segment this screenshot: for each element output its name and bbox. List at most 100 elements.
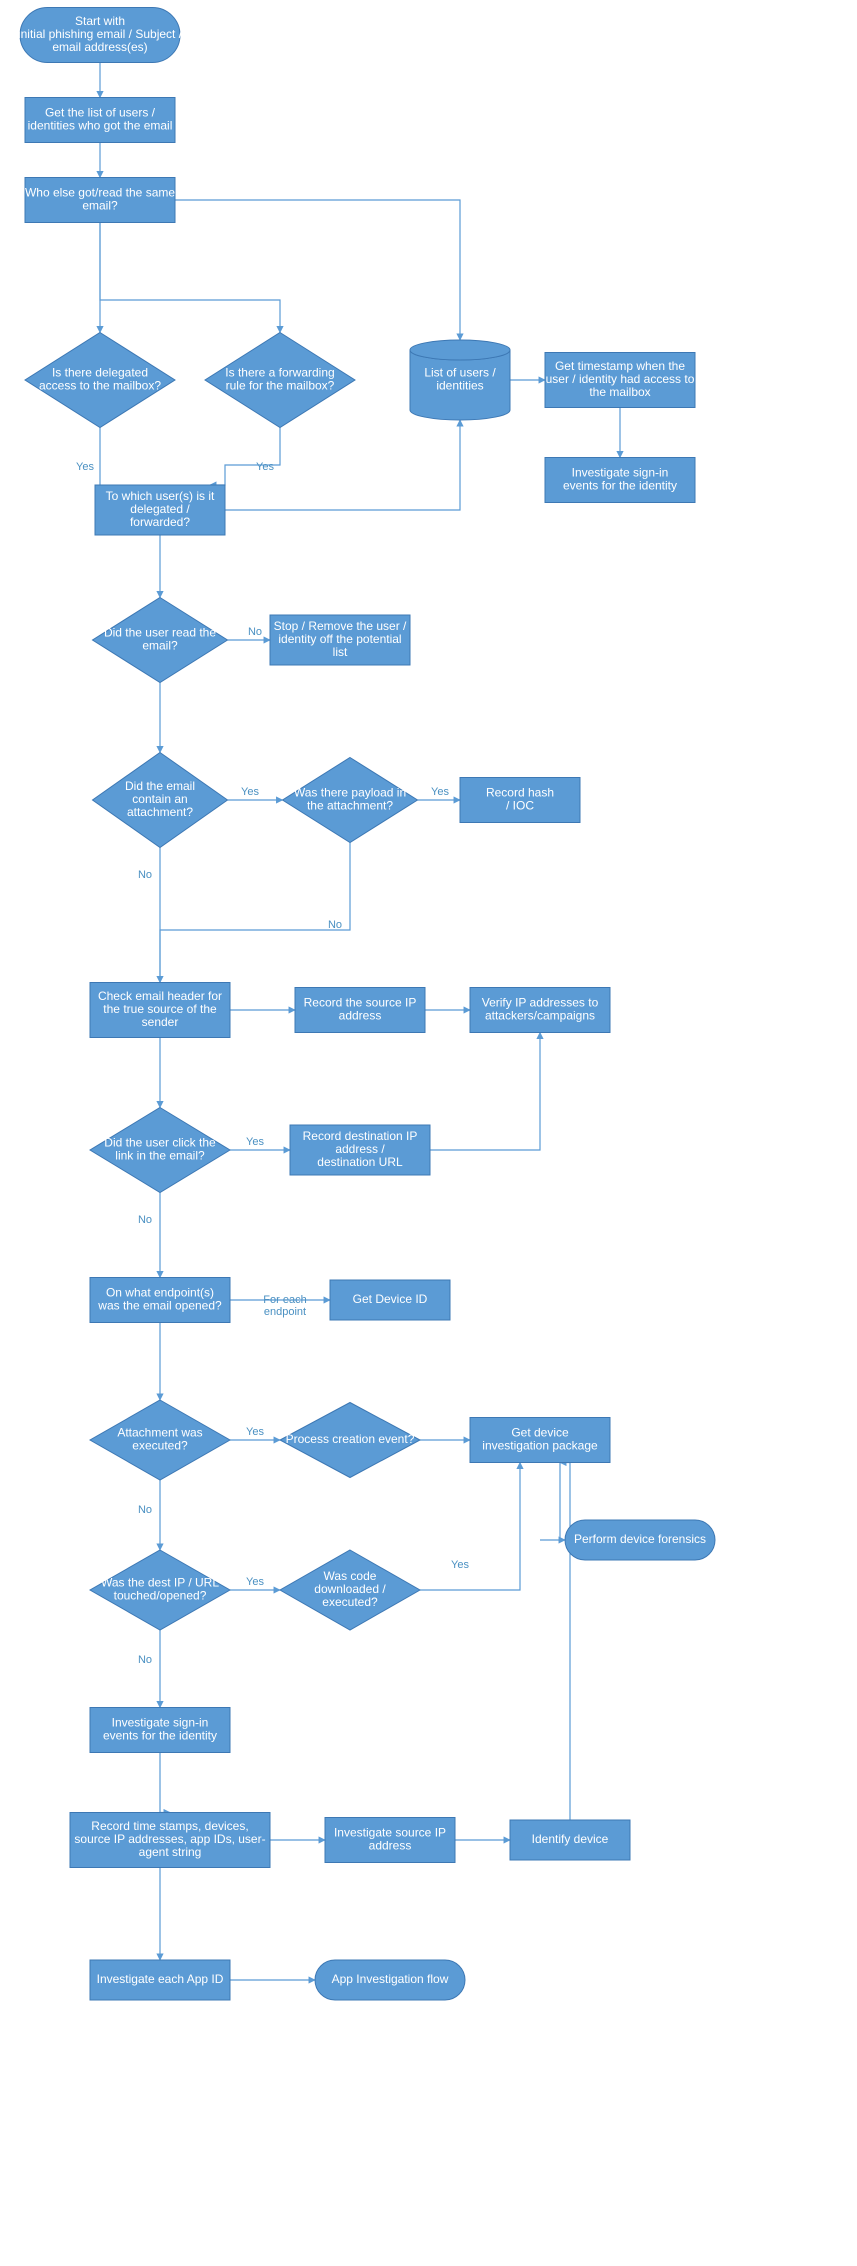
node-label-record_ts: agent string bbox=[139, 1845, 202, 1859]
flowchart-canvas: YesYesNoYesYesNoNoYesNoFor eachendpointY… bbox=[0, 0, 857, 2266]
node-label-stop_remove: identity off the potential bbox=[278, 632, 401, 646]
node-check_header: Check email header forthe true source of… bbox=[90, 983, 230, 1038]
node-db: List of users /identities bbox=[410, 340, 510, 420]
node-label-did_read: email? bbox=[142, 639, 178, 653]
node-label-endpoint: On what endpoint(s) bbox=[106, 1286, 214, 1300]
node-label-signin2: Investigate sign-in bbox=[112, 1716, 209, 1730]
node-label-dev_pkg: investigation package bbox=[482, 1439, 598, 1453]
node-label-code_dl: executed? bbox=[322, 1595, 378, 1609]
edge-label-dest_touched-code_dl: Yes bbox=[246, 1576, 264, 1588]
node-label-record_ts: source IP addresses, app IDs, user- bbox=[74, 1832, 265, 1846]
node-label-verify_ip: attackers/campaigns bbox=[485, 1009, 595, 1023]
edge-payload-check_header bbox=[160, 843, 350, 983]
edge-identify_dev-dev_pkg bbox=[560, 1463, 570, 1821]
node-signin1: Investigate sign-inevents for the identi… bbox=[545, 458, 695, 503]
node-inv_src_ip: Investigate source IPaddress bbox=[325, 1818, 455, 1863]
edge-label-attach_exec-proc_create: Yes bbox=[246, 1426, 264, 1438]
node-label-record_dest: address / bbox=[335, 1142, 385, 1156]
node-label-dev_pkg: Get device bbox=[511, 1426, 569, 1440]
node-label-attach_exec: Attachment was bbox=[117, 1426, 202, 1440]
node-label-db: identities bbox=[436, 379, 483, 393]
node-label-verify_ip: Verify IP addresses to bbox=[482, 996, 599, 1010]
node-get_users: Get the list of users /identities who go… bbox=[25, 98, 175, 143]
node-label-start: initial phishing email / Subject / bbox=[18, 27, 183, 41]
node-label-signin1: Investigate sign-in bbox=[572, 466, 669, 480]
node-dest_touched: Was the dest IP / URLtouched/opened? bbox=[90, 1550, 230, 1630]
node-label-record_src_ip: address bbox=[339, 1009, 382, 1023]
node-who_else: Who else got/read the sameemail? bbox=[25, 178, 175, 223]
node-label-check_header: the true source of the bbox=[103, 1002, 217, 1016]
node-forwarding: Is there a forwardingrule for the mailbo… bbox=[205, 333, 355, 428]
node-inv_app: Investigate each App ID bbox=[90, 1960, 230, 2000]
node-label-click_link: Did the user click the bbox=[104, 1136, 216, 1150]
edge-dev_pkg-dev_forensics bbox=[540, 1463, 565, 1541]
node-label-attachment: attachment? bbox=[127, 805, 193, 819]
node-label-to_which: To which user(s) is it bbox=[106, 489, 215, 503]
node-delegated: Is there delegatedaccess to the mailbox? bbox=[25, 333, 175, 428]
node-label-start: email address(es) bbox=[52, 40, 147, 54]
node-record_src_ip: Record the source IPaddress bbox=[295, 988, 425, 1033]
node-stop_remove: Stop / Remove the user /identity off the… bbox=[270, 615, 410, 665]
node-label-to_which: delegated / bbox=[130, 502, 190, 516]
node-label-attach_exec: executed? bbox=[132, 1439, 188, 1453]
node-signin2: Investigate sign-inevents for the identi… bbox=[90, 1708, 230, 1753]
node-attach_exec: Attachment wasexecuted? bbox=[90, 1400, 230, 1480]
node-label-get_users: identities who got the email bbox=[28, 119, 173, 133]
node-label-check_header: Check email header for bbox=[98, 989, 222, 1003]
node-label-timestamp: the mailbox bbox=[589, 385, 650, 399]
edge-label-attachment-payload: Yes bbox=[241, 786, 259, 798]
node-label-forwarding: rule for the mailbox? bbox=[226, 379, 335, 393]
edge-label-attachment-check_header: No bbox=[138, 869, 152, 881]
node-label-record_dest: destination URL bbox=[317, 1155, 403, 1169]
node-label-attachment: contain an bbox=[132, 792, 187, 806]
node-label-attachment: Did the email bbox=[125, 779, 195, 793]
node-label-timestamp: user / identity had access to bbox=[546, 372, 695, 386]
edge-label-attach_exec-dest_touched: No bbox=[138, 1504, 152, 1516]
node-label-dest_touched: Was the dest IP / URL bbox=[101, 1576, 219, 1590]
node-label-record_hash: Record hash bbox=[486, 786, 554, 800]
edge-label-payload-check_header: No bbox=[328, 919, 342, 931]
node-app_flow: App Investigation flow bbox=[315, 1960, 465, 2000]
node-label-did_read: Did the user read the bbox=[104, 626, 216, 640]
node-label-signin2: events for the identity bbox=[103, 1729, 217, 1743]
node-record_dest: Record destination IPaddress /destinatio… bbox=[290, 1125, 430, 1175]
node-dev_pkg: Get deviceinvestigation package bbox=[470, 1418, 610, 1463]
node-label-stop_remove: Stop / Remove the user / bbox=[274, 619, 407, 633]
node-to_which: To which user(s) is itdelegated /forward… bbox=[95, 485, 225, 535]
node-payload: Was there payload inthe attachment? bbox=[283, 758, 418, 843]
node-label-inv_src_ip: Investigate source IP bbox=[334, 1826, 446, 1840]
node-label-record_hash: / IOC bbox=[506, 799, 534, 813]
edge-label-delegated-to_which: Yes bbox=[76, 461, 94, 473]
edge-who_else-db bbox=[175, 200, 460, 340]
node-label-click_link: link in the email? bbox=[115, 1149, 205, 1163]
node-verify_ip: Verify IP addresses toattackers/campaign… bbox=[470, 988, 610, 1033]
node-record_ts: Record time stamps, devices,source IP ad… bbox=[70, 1813, 270, 1868]
edge-label-forwarding-to_which: Yes bbox=[256, 461, 274, 473]
node-label-delegated: Is there delegated bbox=[52, 366, 148, 380]
node-label-inv_app: Investigate each App ID bbox=[97, 1972, 224, 1986]
node-timestamp: Get timestamp when theuser / identity ha… bbox=[545, 353, 695, 408]
node-label-proc_create: Process creation event? bbox=[286, 1432, 415, 1446]
node-click_link: Did the user click thelink in the email? bbox=[90, 1108, 230, 1193]
node-label-app_flow: App Investigation flow bbox=[332, 1972, 449, 1986]
edge-label-endpoint-get_device: For each bbox=[263, 1294, 306, 1306]
edge-label-did_read-stop_remove: No bbox=[248, 626, 262, 638]
node-label-signin1: events for the identity bbox=[563, 479, 677, 493]
node-code_dl: Was codedownloaded /executed? bbox=[280, 1550, 420, 1630]
edge-label-payload-record_hash: Yes bbox=[431, 786, 449, 798]
node-endpoint: On what endpoint(s)was the email opened? bbox=[90, 1278, 230, 1323]
node-label-stop_remove: list bbox=[333, 645, 348, 659]
node-record_hash: Record hash/ IOC bbox=[460, 778, 580, 823]
node-label-get_users: Get the list of users / bbox=[45, 106, 156, 120]
node-label-code_dl: downloaded / bbox=[314, 1582, 386, 1596]
node-proc_create: Process creation event? bbox=[280, 1403, 420, 1478]
node-label-who_else: email? bbox=[82, 199, 118, 213]
edge-label-click_link-endpoint: No bbox=[138, 1214, 152, 1226]
edge-signin2-record_ts bbox=[160, 1753, 170, 1813]
edge-label-dest_touched-signin2: No bbox=[138, 1654, 152, 1666]
node-label-record_src_ip: Record the source IP bbox=[304, 996, 417, 1010]
node-label-forwarding: Is there a forwarding bbox=[225, 366, 334, 380]
node-label-timestamp: Get timestamp when the bbox=[555, 359, 685, 373]
node-label-to_which: forwarded? bbox=[130, 515, 190, 529]
edge-forwarding-to_which bbox=[210, 428, 280, 486]
